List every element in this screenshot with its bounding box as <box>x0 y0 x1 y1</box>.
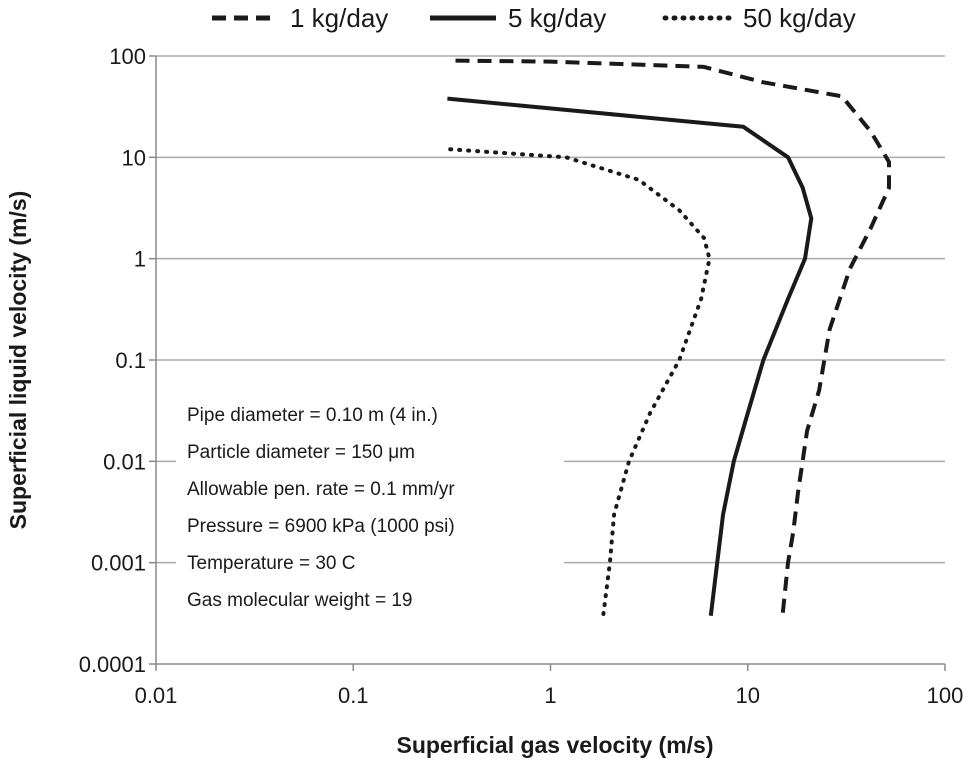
y-tick-label: 0.001 <box>91 551 146 576</box>
annotation-line: Allowable pen. rate = 0.1 mm/yr <box>187 479 455 500</box>
series-line-1-kg-day <box>455 58 891 616</box>
y-tick-label: 1 <box>134 247 146 272</box>
annotation-line: Pipe diameter = 0.10 m (4 in.) <box>187 405 438 426</box>
y-tick-label: 100 <box>109 44 146 69</box>
y-axis-title: Superficial liquid velocity (m/s) <box>5 191 31 530</box>
x-tick-label: 0.1 <box>338 683 369 708</box>
axes <box>149 55 946 671</box>
y-tick-label: 10 <box>122 145 146 170</box>
annotation-background <box>176 388 564 626</box>
tick-labels: 0.01 0.1 1 10 100 0.0001 0.001 0.01 0.1 1 10 100 <box>79 44 964 708</box>
series-layer <box>447 58 891 618</box>
annotation-line: Pressure = 6900 kPa (1000 psi) <box>187 516 455 537</box>
legend: 1 kg/day 5 kg/day 50 kg/day <box>212 3 856 33</box>
x-tick-label: 10 <box>736 683 760 708</box>
annotation-line: Particle diameter = 150 μm <box>187 442 415 463</box>
legend-label: 5 kg/day <box>508 3 606 33</box>
x-tick-label: 1 <box>544 683 556 708</box>
legend-label: 1 kg/day <box>290 3 388 33</box>
legend-label: 50 kg/day <box>743 3 856 33</box>
series-line-5-kg-day <box>447 96 814 616</box>
x-tick-label: 0.01 <box>135 683 178 708</box>
y-tick-label: 0.1 <box>115 348 146 373</box>
annotation-block: Pipe diameter = 0.10 m (4 in.) Particle d… <box>187 405 455 611</box>
annotation-line: Temperature = 30 C <box>187 553 355 574</box>
series-line-50-kg-day <box>448 147 712 618</box>
x-tick-label: 100 <box>927 683 964 708</box>
annotation-line: Gas molecular weight = 19 <box>187 590 412 611</box>
y-tick-label: 0.01 <box>103 449 146 474</box>
y-tick-label: 0.0001 <box>79 652 146 677</box>
x-axis-title: Superficial gas velocity (m/s) <box>396 732 713 758</box>
